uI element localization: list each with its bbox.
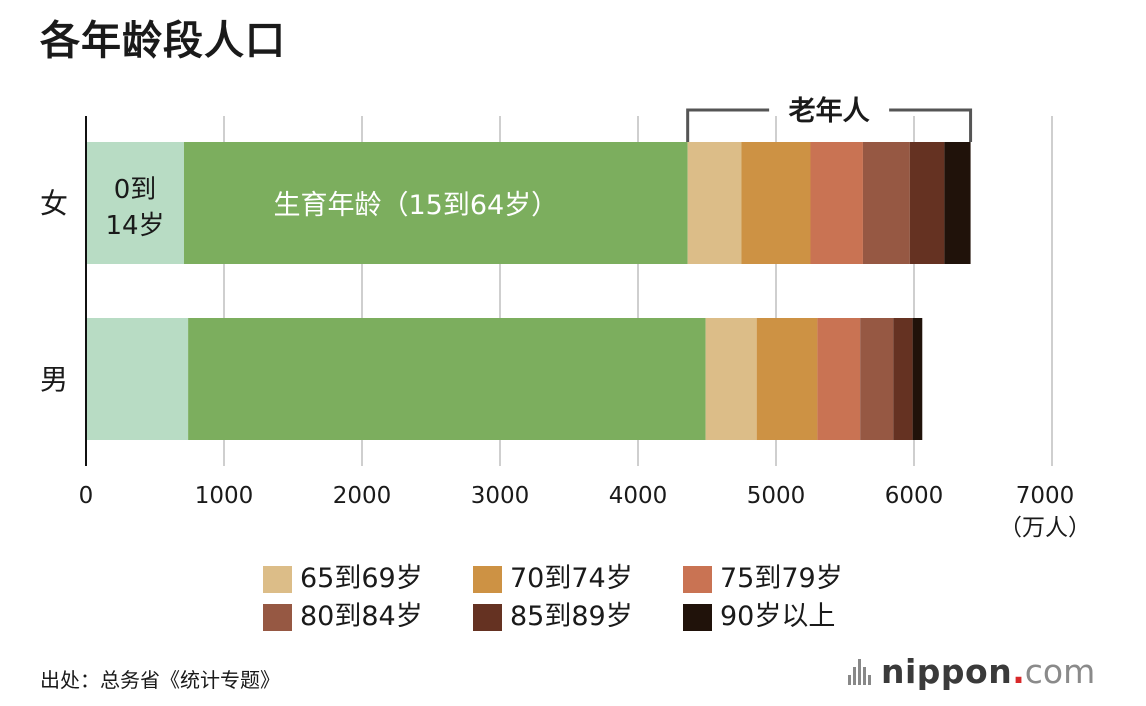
bar-female-seg-4 — [810, 142, 863, 264]
x-tick-label-4000: 4000 — [609, 483, 668, 509]
bracket-left — [686, 108, 770, 142]
legend-swatch — [263, 565, 292, 593]
inline-label-young-line1: 0到 — [114, 175, 157, 205]
inline-label-working-age: 生育年龄（15到64岁） — [273, 190, 558, 221]
x-tick-label-1000: 1000 — [195, 483, 254, 509]
logo-name: nippon — [881, 652, 1013, 691]
elderly-bracket: 老年人 — [686, 95, 973, 142]
legend-item-5: 90岁以上 — [683, 601, 893, 633]
chart-title: 各年龄段人口 — [40, 18, 286, 64]
category-labels: 女男 — [40, 187, 68, 396]
x-tick-label-3000: 3000 — [471, 483, 530, 509]
legend-swatch — [683, 565, 712, 593]
category-label-0: 女 — [40, 187, 68, 220]
x-tick-label-7000: 7000 — [1016, 483, 1075, 509]
source-note: 出处：总务省《统计专题》 — [40, 668, 280, 692]
legend-swatch — [263, 603, 292, 631]
legend-label: 65到69岁 — [300, 563, 423, 594]
bar-male-seg-4 — [817, 318, 861, 440]
category-label-1: 男 — [40, 363, 68, 396]
bracket-right — [889, 108, 973, 142]
bars-group — [86, 142, 971, 440]
bar-female-seg-7 — [944, 142, 971, 264]
legend-label: 90岁以上 — [720, 601, 836, 632]
bar-female-seg-1 — [183, 142, 688, 264]
bar-male-seg-5 — [860, 318, 894, 440]
legend-label: 70到74岁 — [510, 563, 633, 594]
bar-male-seg-6 — [893, 318, 913, 440]
legend-swatch — [473, 565, 502, 593]
bar-female-seg-6 — [909, 142, 945, 264]
x-tick-labels: 0 1000 2000 3000 4000 5000 6000 7000 — [79, 483, 1075, 509]
bar-female-seg-5 — [862, 142, 910, 264]
legend: 65到69岁 70到74岁 75到79岁 80到84岁 85到89岁 90岁以上 — [263, 563, 903, 633]
legend-item-0: 65到69岁 — [263, 563, 473, 595]
x-tick-label-6000: 6000 — [885, 483, 944, 509]
x-unit-label: （万人） — [999, 515, 1091, 541]
bracket-label: 老年人 — [789, 95, 870, 127]
x-tick-label-5000: 5000 — [747, 483, 806, 509]
bar-male-seg-2 — [705, 318, 757, 440]
legend-item-2: 75到79岁 — [683, 563, 893, 595]
legend-swatch — [473, 603, 502, 631]
legend-item-1: 70到74岁 — [473, 563, 683, 595]
bar-female-seg-2 — [687, 142, 742, 264]
legend-swatch — [683, 603, 712, 631]
stacked-bar-chart: 女男 0 1000 2000 3000 4000 5000 6000 7000 （万人） 0到… — [40, 95, 1091, 541]
nippon-logo: nippon. com — [848, 652, 1095, 691]
legend-label: 85到89岁 — [510, 601, 633, 632]
logo-dot: . — [1012, 652, 1025, 691]
inline-labels: 0到 14岁 生育年龄（15到64岁） — [105, 175, 558, 241]
logo-tld: com — [1024, 652, 1096, 691]
bar-female-seg-0 — [86, 142, 184, 264]
x-tick-label-2000: 2000 — [333, 483, 392, 509]
inline-label-young-line2: 14岁 — [105, 211, 164, 241]
bar-male-seg-0 — [86, 318, 189, 440]
legend-item-3: 80到84岁 — [263, 601, 473, 633]
legend-label: 75到79岁 — [720, 563, 843, 594]
bar-male-seg-1 — [188, 318, 706, 440]
x-tick-label-0: 0 — [79, 483, 94, 509]
bar-female-seg-3 — [741, 142, 811, 264]
bar-male-seg-3 — [756, 318, 818, 440]
logo-bars-icon — [848, 658, 873, 685]
bar-male-seg-7 — [912, 318, 923, 440]
legend-item-4: 85到89岁 — [473, 601, 683, 633]
legend-label: 80到84岁 — [300, 601, 423, 632]
